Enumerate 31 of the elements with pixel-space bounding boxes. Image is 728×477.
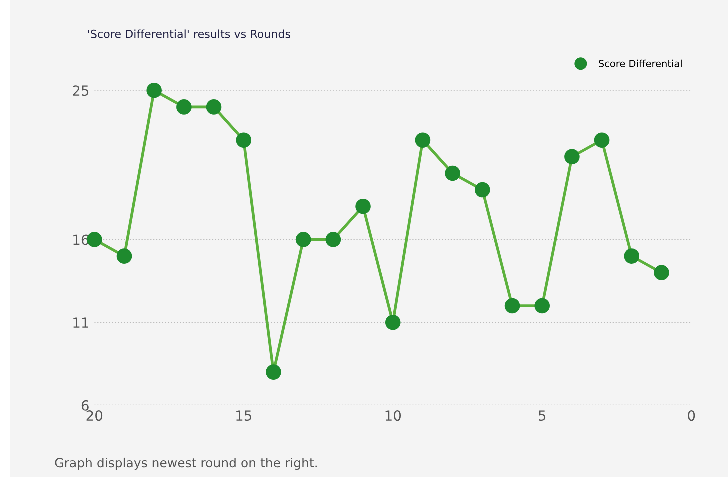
point bbox=[266, 364, 282, 380]
x-tick-label: 20 bbox=[86, 410, 103, 422]
point bbox=[296, 232, 312, 248]
point bbox=[654, 265, 670, 281]
point bbox=[624, 248, 640, 264]
text: Graph displays newest round on the right. bbox=[55, 458, 317, 470]
point bbox=[146, 82, 162, 98]
point bbox=[236, 132, 252, 148]
point bbox=[385, 314, 401, 330]
point bbox=[594, 132, 610, 148]
point bbox=[475, 182, 490, 198]
point bbox=[564, 149, 580, 165]
point bbox=[356, 198, 371, 214]
x-tick-label: 5 bbox=[539, 410, 546, 422]
point bbox=[534, 298, 550, 314]
point bbox=[504, 298, 520, 314]
y-tick-label: 6 bbox=[82, 400, 89, 411]
chart-title: 'Score Differential' results vs Rounds bbox=[88, 30, 291, 38]
point bbox=[445, 166, 460, 182]
point bbox=[176, 100, 192, 115]
point bbox=[116, 248, 132, 264]
point bbox=[87, 232, 102, 248]
legend-label: Score Differential bbox=[599, 60, 682, 68]
x-tick-label: 0 bbox=[688, 410, 696, 422]
x-tick-label: 10 bbox=[386, 410, 402, 422]
x-tick-label: 15 bbox=[236, 410, 252, 422]
point bbox=[206, 100, 222, 115]
y-tick-label: 11 bbox=[74, 318, 88, 328]
y-tick-label: 25 bbox=[73, 86, 89, 96]
point bbox=[415, 132, 431, 148]
point bbox=[326, 232, 342, 248]
